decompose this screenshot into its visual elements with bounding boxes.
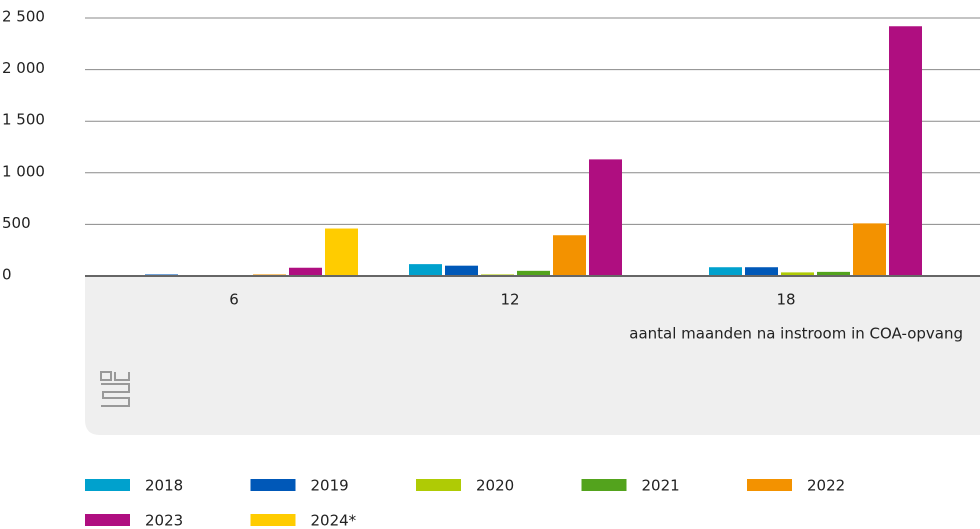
legend-label: 2020 [476,477,514,495]
y-tick-label: 2 000 [2,59,45,77]
bar [289,267,322,276]
legend-label: 2023 [145,512,183,529]
bar [709,267,742,276]
y-tick-label: 1 500 [2,111,45,129]
y-tick-label: 1 000 [2,162,45,180]
y-tick-label: 0 [2,266,12,284]
axis-panel [85,276,980,435]
legend-swatch [250,514,296,526]
legend-swatch [85,479,130,491]
legend-label: 2018 [145,477,183,495]
legend-label: 2021 [642,477,680,495]
legend-swatch [416,479,461,491]
bar [745,267,778,276]
legend-swatch [85,514,130,526]
bar [817,271,850,276]
legend-swatch [250,479,296,491]
y-tick-label: 500 [2,214,31,232]
bar [325,228,358,276]
legend-label: 2019 [311,477,349,495]
bar [445,265,478,276]
bar [853,223,886,276]
bar [553,235,586,276]
logo [100,371,130,407]
bar [781,272,814,276]
bar [517,270,550,276]
x-tick-label: 6 [229,291,239,309]
legend-label: 2022 [807,477,845,495]
x-axis-title: aantal maanden na instroom in COA-opvang [629,325,963,343]
x-tick-label: 18 [776,291,795,309]
bar [589,159,622,276]
legend-swatch [581,479,627,491]
bar [409,264,442,276]
y-tick-label: 2 500 [2,8,45,26]
bar [889,26,922,277]
legend-swatch [747,479,792,491]
x-tick-label: 12 [500,291,519,309]
legend-label: 2024* [311,512,357,529]
